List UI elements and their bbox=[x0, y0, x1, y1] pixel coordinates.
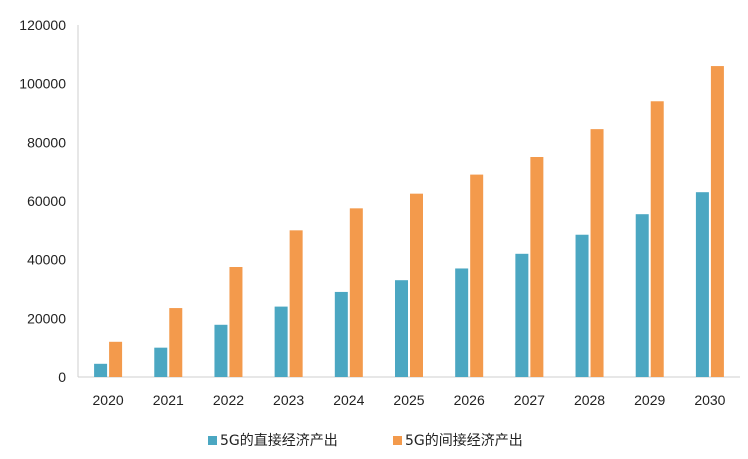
bar-series-1-2021 bbox=[154, 347, 168, 377]
bar-series-2-2022 bbox=[229, 267, 243, 377]
bar-series-2-2029 bbox=[650, 101, 664, 378]
bar-series-2-2026 bbox=[470, 174, 484, 377]
bar-series-2-2025 bbox=[410, 193, 423, 377]
x-tick-label: 2026 bbox=[454, 392, 485, 408]
y-axis-ticks: 0 20000 40000 60000 80000 100000 120000 bbox=[19, 17, 66, 385]
bar-series-2-2020 bbox=[109, 341, 123, 377]
bar-series-2-2028 bbox=[590, 129, 604, 377]
x-tick-label: 2028 bbox=[574, 392, 605, 408]
bar-series-1-2028 bbox=[575, 234, 589, 377]
legend-label-series-2: 5G的间接经济产出 bbox=[405, 432, 523, 449]
legend-swatch-series-1 bbox=[208, 436, 217, 445]
x-tick-label: 2022 bbox=[213, 392, 244, 408]
bar-series-2-2024 bbox=[349, 208, 363, 377]
legend-label-series-1: 5G的直接经济产出 bbox=[220, 432, 338, 449]
bar-series-2-2027 bbox=[530, 157, 544, 377]
x-tick-label: 2029 bbox=[634, 392, 665, 408]
y-tick-label: 60000 bbox=[27, 193, 66, 209]
x-tick-label: 2030 bbox=[694, 392, 725, 408]
bar-series-1-2027 bbox=[515, 253, 529, 377]
bar-series-1-2025 bbox=[395, 280, 408, 377]
bar-series-1-2022 bbox=[214, 324, 228, 377]
x-tick-label: 2021 bbox=[153, 392, 184, 408]
y-tick-label: 80000 bbox=[27, 134, 66, 150]
bar-series-1-2020 bbox=[94, 363, 108, 377]
x-axis-ticks: 2020 2021 2022 2023 2024 2025 2026 2027 2028 2029… bbox=[93, 392, 726, 408]
y-tick-label: 120000 bbox=[19, 17, 66, 33]
y-tick-label: 20000 bbox=[27, 310, 66, 326]
y-tick-label: 40000 bbox=[27, 252, 66, 268]
y-tick-label: 0 bbox=[58, 369, 66, 385]
bar-series-1-2030 bbox=[695, 192, 709, 377]
bar-series-1-2029 bbox=[635, 214, 649, 377]
bar-series-1-2026 bbox=[455, 268, 469, 377]
x-tick-label: 2025 bbox=[393, 392, 424, 408]
y-tick-label: 100000 bbox=[19, 76, 66, 92]
x-tick-label: 2023 bbox=[273, 392, 304, 408]
legend-swatch-series-2 bbox=[393, 436, 402, 445]
bars bbox=[94, 66, 724, 378]
legend: 5G的直接经济产出 5G的间接经济产出 bbox=[208, 432, 523, 449]
x-tick-label: 2027 bbox=[514, 392, 545, 408]
x-tick-label: 2024 bbox=[333, 392, 364, 408]
bar-series-1-2023 bbox=[274, 306, 288, 377]
bar-series-1-2024 bbox=[334, 291, 348, 377]
bar-series-2-2023 bbox=[289, 230, 303, 377]
bar-series-2-2030 bbox=[710, 66, 724, 378]
bar-series-2-2021 bbox=[169, 308, 183, 377]
x-tick-label: 2020 bbox=[93, 392, 124, 408]
